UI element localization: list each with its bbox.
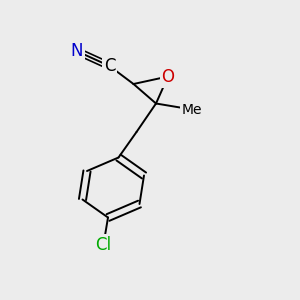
Text: Cl: Cl xyxy=(95,236,112,253)
Text: O: O xyxy=(161,68,175,85)
Text: Me: Me xyxy=(182,103,202,116)
Text: N: N xyxy=(70,42,83,60)
Text: C: C xyxy=(104,57,115,75)
